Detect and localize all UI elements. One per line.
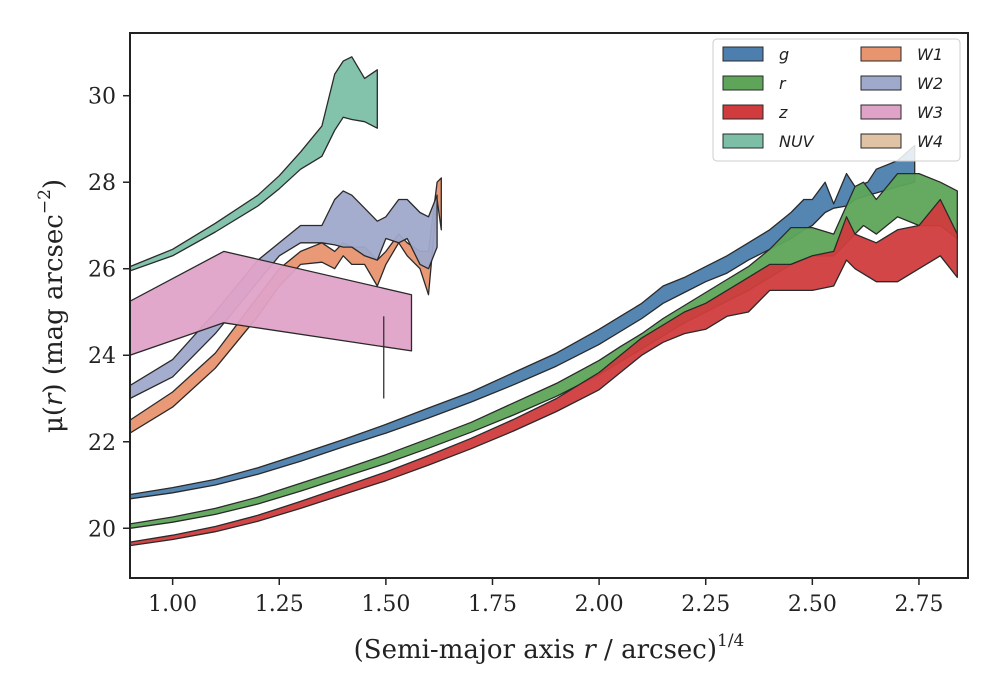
legend-frame — [712, 38, 961, 162]
legend-swatch-w2 — [860, 75, 902, 91]
series-band-w1 — [130, 177, 442, 434]
legend-swatch-r — [722, 75, 764, 91]
y-axis: 20 22 24 26 28 30 — [88, 85, 130, 542]
legend: grz NUV W1 W2 W3 W4 — [712, 38, 961, 162]
y-tick-label: 26 — [88, 258, 116, 283]
y-tick-label: 30 — [88, 85, 116, 110]
legend-label-w4: W4 — [917, 132, 943, 151]
x-axis-label: (Semi-major axis r / arcsec)1/4 — [354, 631, 745, 665]
x-tick-label: 1.25 — [255, 592, 304, 617]
y-tick-label: 20 — [88, 517, 116, 542]
legend-swatch-w1 — [860, 46, 902, 62]
series-band-r — [130, 172, 958, 529]
x-axis: 1.00 1.25 1.50 1.75 2.00 2.25 2.50 2.75 — [148, 578, 943, 617]
legend-label-w3: W3 — [917, 103, 943, 122]
legend-label-nuv: NUV — [779, 132, 815, 151]
series-band-w2 — [130, 190, 438, 400]
legend-swatch-g — [722, 46, 764, 62]
y-axis-label: μ(r) (mag arcsec−2) — [35, 179, 69, 433]
x-tick-label: 1.50 — [361, 592, 410, 617]
y-tick-label: 22 — [88, 431, 116, 456]
x-tick-label: 2.50 — [788, 592, 837, 617]
legend-label-w1: W1 — [917, 45, 943, 64]
x-tick-label: 2.00 — [575, 592, 624, 617]
x-tick-label: 1.75 — [468, 592, 517, 617]
legend-swatch-w3 — [860, 104, 902, 120]
x-tick-label: 1.00 — [148, 592, 197, 617]
series-band-nuv — [130, 56, 378, 272]
y-tick-label: 28 — [88, 171, 116, 196]
legend-label-g: g — [779, 45, 789, 64]
series-layer — [130, 56, 958, 547]
legend-label-z: z — [778, 103, 788, 122]
legend-swatch-w4 — [860, 133, 902, 149]
x-tick-label: 2.25 — [681, 592, 730, 617]
series-band-z — [130, 198, 958, 547]
legend-label-r: r — [779, 74, 787, 93]
y-tick-label: 24 — [88, 344, 116, 369]
legend-label-w2: W2 — [917, 74, 943, 93]
plot-frame — [129, 32, 969, 579]
x-tick-label: 2.75 — [894, 592, 943, 617]
legend-swatch-z — [722, 104, 764, 120]
series-band-w3 — [130, 250, 413, 356]
legend-swatch-nuv — [722, 133, 764, 149]
